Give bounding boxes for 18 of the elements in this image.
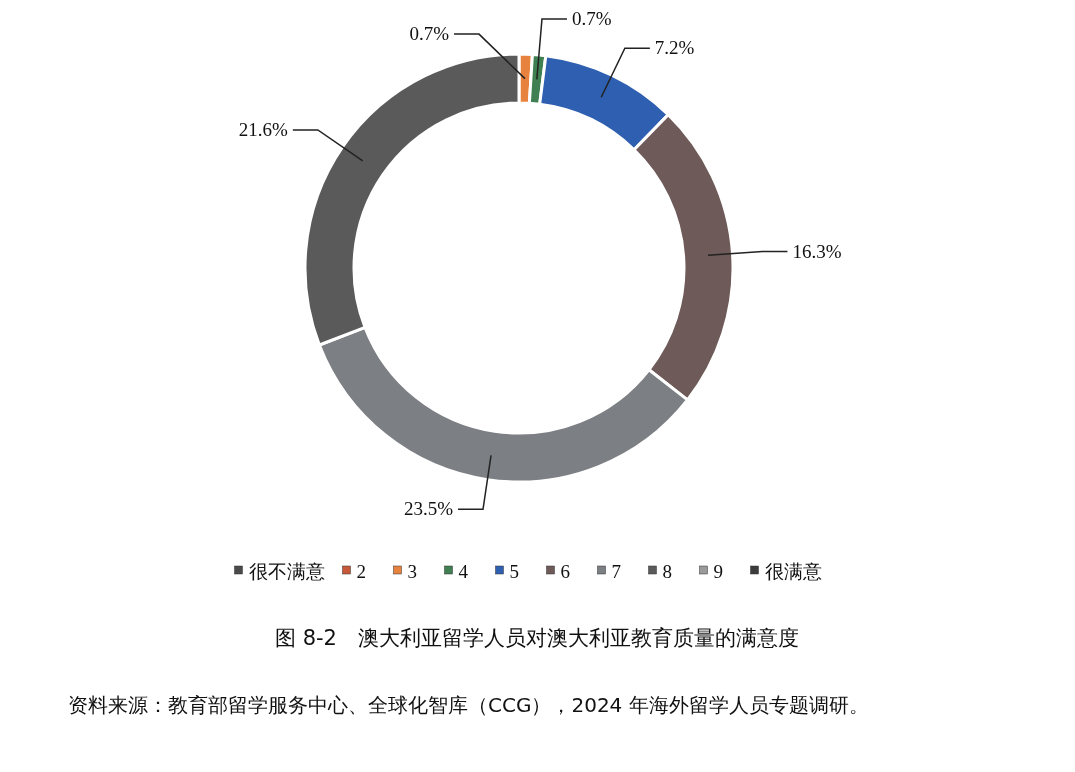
text: 图 8-2 澳大利亚留学人员对澳大利亚教育质量的满意度 bbox=[275, 626, 799, 650]
data-label: 16.3% bbox=[792, 240, 842, 262]
data-label: 0.7% bbox=[409, 23, 450, 45]
data-label: 23.5% bbox=[403, 498, 454, 520]
legend-label: 3 bbox=[407, 561, 417, 582]
legend-label: 9 bbox=[713, 561, 723, 582]
legend-label: 8 bbox=[662, 561, 672, 582]
legend-label: 4 bbox=[458, 561, 469, 582]
legend-label: 很满意 bbox=[764, 561, 822, 582]
data-label: 21.6% bbox=[238, 118, 288, 140]
data-label: 0.7% bbox=[571, 8, 612, 30]
legend-label: 7 bbox=[611, 561, 621, 582]
legend-label: 2 bbox=[356, 561, 366, 582]
text: 资料来源：教育部留学服务中心、全球化智库（CCG），2024 年海外留学人员专题调研。 bbox=[68, 693, 869, 717]
legend-label: 5 bbox=[509, 561, 519, 582]
data-label: 7.2% bbox=[654, 37, 695, 59]
legend-label: 很不满意 bbox=[248, 561, 325, 582]
legend-label: 6 bbox=[560, 561, 570, 582]
